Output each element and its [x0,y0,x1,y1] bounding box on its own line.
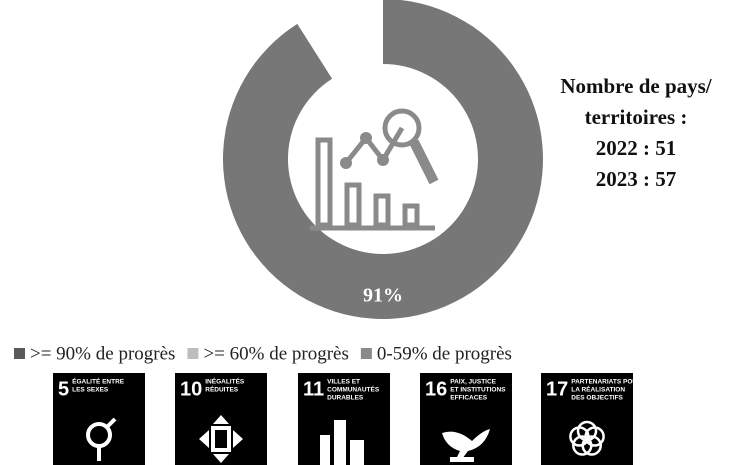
goal-title: DURABLES [327,395,364,402]
goal-title: PARTENARIATS POUR [571,379,642,386]
annotation: 2022 : 51 [596,136,677,160]
goal-number: 16 [425,378,447,400]
goal-title: DES OBJECTIFS [571,395,623,402]
legend-swatch [187,348,199,359]
goal-title: INÉGALITÉS [205,377,245,386]
icon [442,429,490,459]
value-label: 91% [363,285,403,307]
annotation: 2023 : 57 [596,167,677,191]
legend-swatch [360,348,372,359]
goal-title: ET INSTITUTIONS [450,387,506,394]
annotation: territoires : [585,105,688,129]
icon [450,457,474,462]
icon [199,415,243,463]
goal-title: RÉDUITES [205,385,239,394]
goal-title: LES SEXES [72,387,109,394]
tile [541,373,633,465]
goal-title: EFFICACES [450,395,488,402]
goal-title: ÉGALITÉ ENTRE [72,377,125,386]
donut-segment [223,0,543,319]
goal-title: PAIX, JUSTICE [450,379,496,386]
legend-label: >= 60% de progrès [203,343,348,364]
legend-swatch [14,348,25,359]
icon [211,426,231,452]
annotation: Nombre de pays/ [560,74,712,98]
goal-number: 11 [303,378,324,400]
icon [572,435,593,456]
legend-label: >= 90% de progrès [30,343,175,364]
legend-label: 0-59% de progrès [377,343,512,364]
goal-number: 5 [58,378,69,400]
center-dots [340,132,389,169]
icon [320,420,364,465]
goal-number: 10 [180,378,202,400]
goal-title: LA RÉALISATION [571,385,625,394]
goal-title: VILLES ET [327,379,360,386]
goal-title: COMMUNAUTÉS [327,385,380,394]
goal-number: 17 [546,378,568,400]
icon [105,417,117,429]
icon [569,426,590,447]
center-icon [310,108,439,231]
